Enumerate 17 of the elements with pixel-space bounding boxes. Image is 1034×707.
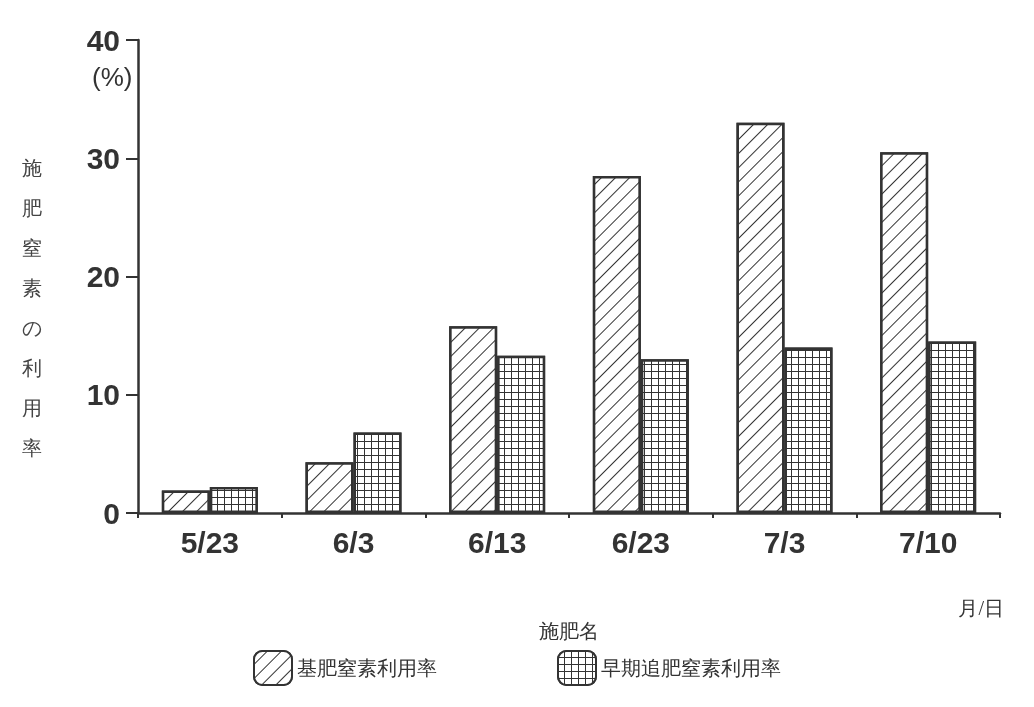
y-tick-label: 10 bbox=[86, 378, 120, 412]
y-tick-label: 0 bbox=[103, 496, 120, 530]
x-tick-label: 6/23 bbox=[611, 525, 671, 559]
x-axis-title: 施肥名 bbox=[539, 620, 599, 642]
x-tick-label: 5/23 bbox=[180, 525, 240, 559]
legend-label: 早期追肥窒素利用率 bbox=[601, 657, 781, 679]
text: 月/日 bbox=[958, 597, 1005, 619]
legend-label: 基肥窒素利用率 bbox=[297, 657, 437, 679]
x-tick-label: 7/3 bbox=[763, 525, 806, 559]
text: (%) bbox=[92, 62, 133, 92]
x-tick-label: 7/10 bbox=[898, 525, 958, 559]
y-tick-label: 20 bbox=[86, 260, 120, 293]
y-tick-label: 40 bbox=[86, 23, 120, 57]
y-tick-label: 30 bbox=[86, 141, 120, 175]
x-tick-label: 6/3 bbox=[332, 525, 375, 559]
y-axis-title: 施肥窒素の利用率 bbox=[22, 157, 42, 459]
x-tick-label: 6/13 bbox=[467, 525, 527, 559]
